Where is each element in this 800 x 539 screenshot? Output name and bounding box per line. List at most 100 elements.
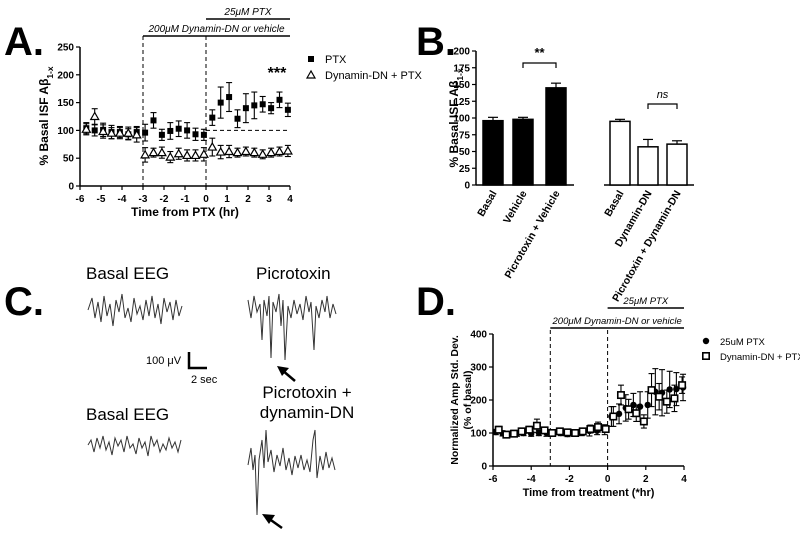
data-point <box>670 394 679 403</box>
data-point <box>655 392 664 401</box>
panel-b-letter: B. <box>416 20 456 64</box>
data-point <box>578 427 587 436</box>
data-point <box>532 421 541 430</box>
data-point <box>647 386 656 395</box>
legend-marker <box>305 69 317 79</box>
data-point <box>525 425 534 434</box>
x-tick-label: -4 <box>527 474 536 485</box>
y-tick-label: 0 <box>481 462 487 473</box>
y-axis-label: % Basal ISF Aβ1-x <box>37 66 55 165</box>
data-point <box>192 131 199 138</box>
y-tick-label: 50 <box>63 154 75 165</box>
data-point <box>190 150 201 160</box>
eeg-label-picrotoxin-dynamin-line1: Picrotoxin + <box>262 383 352 402</box>
data-point <box>114 127 125 137</box>
x-tick-label: -5 <box>97 194 106 205</box>
legend-label: 25uM PTX <box>720 337 766 348</box>
category-label: Basal <box>602 188 626 218</box>
data-point <box>167 127 174 134</box>
data-point <box>198 149 209 158</box>
panel-d-letter: D. <box>416 280 456 324</box>
x-tick-label: 2 <box>245 194 251 205</box>
y-tick-label: 200 <box>470 396 487 407</box>
significance-marker: ** <box>534 45 545 60</box>
eeg-scale-voltage-label: 100 μV <box>146 355 182 367</box>
y-tick-label: 150 <box>453 80 470 91</box>
y-axis-label: % Basal ISF Aβ1-x <box>447 68 465 167</box>
data-point <box>224 146 235 156</box>
data-point <box>131 129 142 139</box>
x-tick-label: -6 <box>489 474 498 485</box>
x-tick-label: -6 <box>76 194 85 205</box>
bar <box>545 87 567 186</box>
data-point <box>644 401 651 409</box>
y-tick-label: 100 <box>470 429 487 440</box>
data-point <box>123 127 134 137</box>
eeg-trace-picrotoxin <box>247 293 337 361</box>
series-2 <box>81 108 293 164</box>
y-tick-label: 75 <box>459 130 471 141</box>
eeg-label-basal-top: Basal EEG <box>86 264 170 283</box>
y-tick-label: 200 <box>57 70 74 81</box>
x-axis-label: Time from PTX (hr) <box>131 205 239 219</box>
data-point <box>251 102 258 109</box>
bar <box>609 120 631 186</box>
ns-marker: ns <box>657 89 669 101</box>
data-point <box>624 405 633 414</box>
y-axis-label: Normalized Amp Std. Dev.(% of basal) <box>449 335 474 465</box>
data-point <box>540 426 549 435</box>
data-point <box>150 117 157 124</box>
data-point <box>636 403 644 410</box>
dynamin-annotation: 200μM Dynamin-DN or vehicle <box>552 316 682 327</box>
data-point <box>586 425 595 434</box>
data-point <box>259 101 266 108</box>
data-point <box>601 425 610 434</box>
significance-marker: *** <box>268 65 287 82</box>
data-point <box>257 149 268 158</box>
dynamin-annotation: 200μM Dynamin-DN or vehicle <box>147 24 285 35</box>
data-point <box>274 146 285 156</box>
eeg-label-basal-bottom: Basal EEG <box>86 405 170 424</box>
x-tick-label: -4 <box>118 194 127 205</box>
data-point <box>81 124 92 133</box>
panel-a-letter: A. <box>4 20 44 64</box>
panel-b-chart: 0 25 50 75 100 125 150 175 200 % Basal ISF Aβ1-x B… <box>447 45 694 304</box>
data-point <box>282 145 293 155</box>
bar <box>482 119 504 186</box>
y-tick-label: 150 <box>57 98 74 109</box>
x-tick-label: 0 <box>203 194 209 205</box>
data-point <box>140 149 151 159</box>
data-point <box>563 428 572 437</box>
data-point <box>234 115 241 122</box>
y-tick-label: 0 <box>68 182 74 193</box>
eeg-label-picrotoxin-dynamin-line2: dynamin-DN <box>259 402 355 422</box>
data-point <box>555 427 564 436</box>
eeg-label-picrotoxin-dynamin: Picrotoxin + dynamin-DN <box>246 383 368 422</box>
ptx-annotation: 25μM PTX <box>622 296 668 307</box>
eeg-label-picrotoxin: Picrotoxin <box>256 264 331 283</box>
panel-c-letter: C. <box>4 280 44 324</box>
data-point <box>148 147 159 157</box>
legend-marker <box>308 56 314 62</box>
data-point <box>240 146 251 156</box>
data-point <box>548 428 557 437</box>
x-tick-label: 1 <box>224 194 230 205</box>
x-tick-label: -1 <box>181 194 190 205</box>
y-tick-label: 100 <box>453 114 470 125</box>
data-point <box>517 427 526 436</box>
data-point <box>182 150 193 160</box>
data-point <box>184 127 191 134</box>
legend-marker <box>702 337 710 345</box>
y-tick-label: 50 <box>459 147 471 158</box>
data-point <box>98 126 109 136</box>
data-point <box>89 111 100 121</box>
data-point <box>639 417 648 426</box>
x-axis-label: Time from treatment (*hr) <box>523 487 655 499</box>
data-point <box>91 127 98 134</box>
x-tick-label: 4 <box>681 474 687 485</box>
bar <box>512 118 534 186</box>
x-tick-label: -2 <box>160 194 169 205</box>
y-tick-label: 0 <box>464 181 470 192</box>
x-tick-label: 2 <box>643 474 649 485</box>
bar <box>666 143 688 186</box>
